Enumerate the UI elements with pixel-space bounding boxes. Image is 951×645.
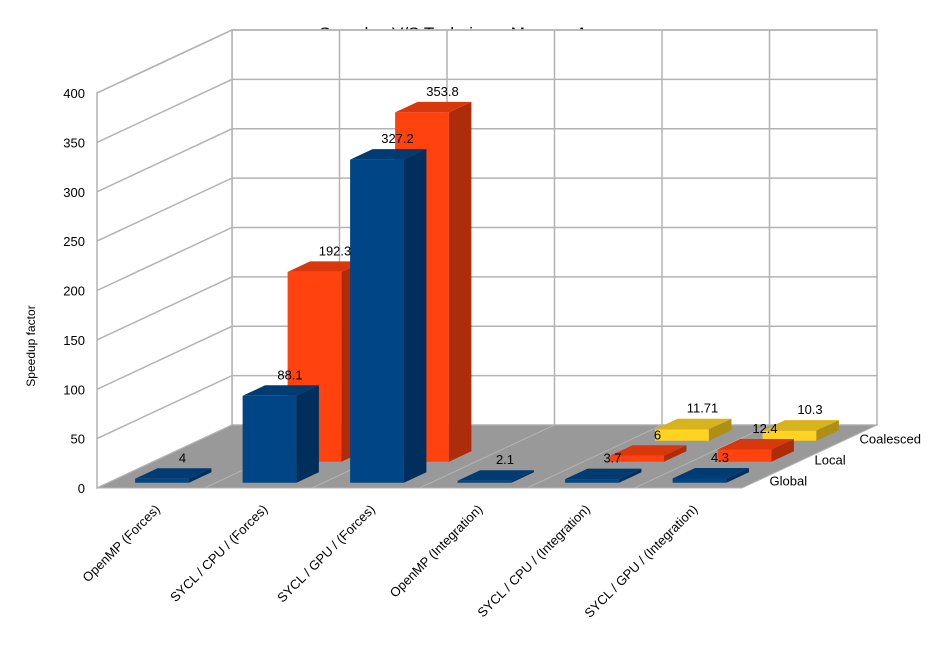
- bar-global-2: [350, 149, 427, 483]
- bar-top: [287, 261, 364, 272]
- bar-local-4: [610, 445, 687, 462]
- series-label: Coalesced: [860, 432, 921, 447]
- bar-side: [708, 418, 732, 441]
- series-label: Global: [770, 474, 808, 489]
- data-label: 88.1: [277, 367, 302, 382]
- bar-top: [242, 385, 319, 396]
- y-tick-label: 400: [63, 86, 85, 101]
- bar-side: [403, 149, 427, 483]
- bar-top: [655, 418, 732, 430]
- bar-front: [350, 159, 404, 483]
- y-axis-label: Speedup factor: [24, 305, 38, 386]
- data-label: 12.4: [752, 421, 777, 436]
- bar-front: [565, 479, 619, 483]
- y-tick-label: 150: [63, 333, 85, 348]
- bar-side: [448, 101, 472, 462]
- floor-divider: [526, 424, 663, 489]
- category-label: OpenMP (Integration): [387, 502, 486, 601]
- bar-side: [663, 445, 687, 462]
- data-label: 192.3: [319, 243, 352, 258]
- bar-top: [672, 468, 749, 479]
- bar-front: [762, 430, 817, 441]
- chart-walls: [96, 28, 878, 490]
- bar-side: [188, 468, 212, 483]
- bar-side: [816, 420, 839, 441]
- series-label: Local: [815, 453, 846, 468]
- series-depth-labels: Global Local Coalesced: [770, 432, 921, 489]
- category-label: SYCL / GPU / (Forces): [274, 502, 378, 606]
- bar-global-0: [135, 468, 212, 483]
- bar-top: [610, 445, 687, 456]
- bar-front: [457, 480, 512, 483]
- bar-front: [242, 395, 297, 483]
- bar-front: [135, 478, 189, 483]
- bar-coalesced-5: [762, 420, 839, 441]
- bar-side: [771, 439, 794, 462]
- data-label: 11.71: [687, 401, 719, 416]
- y-tick-label: 50: [71, 432, 85, 447]
- data-label: 3.7: [603, 451, 621, 466]
- data-label: 4.3: [711, 450, 729, 465]
- bar-front: [610, 455, 664, 462]
- y-tick-label: 0: [78, 481, 85, 496]
- y-tick-label: 350: [63, 135, 85, 150]
- bar-local-5: [717, 439, 794, 462]
- bars: [135, 101, 839, 483]
- bar-front: [655, 429, 709, 441]
- data-label: 4: [179, 450, 186, 465]
- bar-front: [672, 478, 727, 483]
- bar-side: [618, 468, 642, 483]
- bar-coalesced-4: [655, 418, 732, 441]
- category-label: SYCL / CPU / (Forces): [167, 502, 270, 605]
- data-label: 6: [654, 427, 661, 442]
- y-tick-label: 200: [63, 284, 85, 299]
- data-label: 2.1: [496, 452, 514, 467]
- bar-top: [395, 101, 472, 113]
- bar-top: [350, 149, 427, 160]
- bar-global-4: [565, 468, 642, 483]
- y-tick-label: 100: [63, 382, 85, 397]
- bar-global-3: [457, 470, 534, 483]
- data-label: 353.8: [426, 84, 459, 99]
- y-tick-labels: 0 50 100 150 200 250 300 350 400: [63, 86, 85, 496]
- category-label: SYCL / GPU / (Integration): [581, 502, 700, 621]
- bar-top: [762, 420, 839, 431]
- floor-divider: [419, 424, 555, 489]
- data-label: 327.2: [381, 131, 414, 146]
- bar-top: [717, 439, 794, 450]
- y-tick-label: 300: [63, 185, 85, 200]
- bar-side: [511, 470, 534, 483]
- y-tick-label: 250: [63, 234, 85, 249]
- category-labels: OpenMP (Forces) SYCL / CPU / (Forces) SYCL…: [79, 502, 700, 621]
- bar-top: [565, 468, 642, 480]
- bar-top: [457, 470, 534, 481]
- bar-side: [296, 385, 319, 483]
- bar-front: [717, 449, 772, 462]
- category-label: OpenMP (Forces): [79, 502, 162, 585]
- data-label: 10.3: [797, 402, 822, 417]
- bar-side: [726, 468, 749, 483]
- category-label: SYCL / CPU / (Integration): [474, 502, 593, 621]
- bar-top: [135, 468, 212, 479]
- data-labels: 11.71 10.3 192.3 353.8 6 12.4 4 88.1 327.2 2.1 3.7…: [179, 84, 823, 467]
- bar-global-1: [242, 385, 319, 483]
- bar-global-5: [672, 468, 749, 483]
- floor-divider: [634, 424, 770, 489]
